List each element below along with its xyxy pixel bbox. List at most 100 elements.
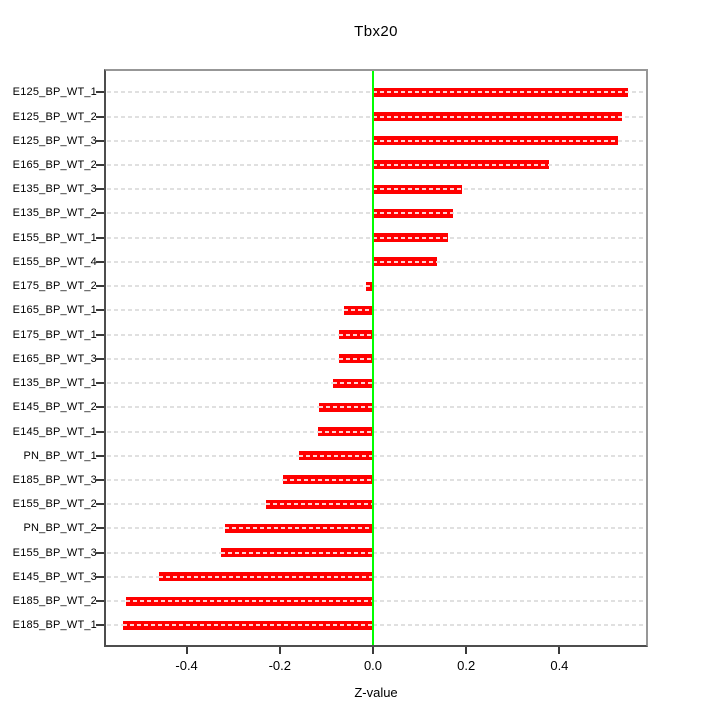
bar-dash-stripe <box>282 478 373 481</box>
bar-E155_BP_WT_2 <box>266 499 373 509</box>
x-tick-label: 0.0 <box>363 658 383 673</box>
plot-area <box>104 69 648 647</box>
bar-E185_BP_WT_3 <box>282 475 373 485</box>
x-tick-mark <box>185 647 188 654</box>
bar-E135_BP_WT_3 <box>373 184 462 194</box>
y-tick-mark <box>96 527 104 530</box>
bar-dash-stripe <box>126 600 373 603</box>
row-guide-line <box>107 575 645 578</box>
zero-reference-line <box>372 71 374 645</box>
bar-dash-stripe <box>318 430 373 433</box>
bar-dash-stripe <box>159 575 373 578</box>
y-tick-mark <box>96 260 104 263</box>
bar-E165_BP_WT_3 <box>338 354 373 364</box>
bar-E155_BP_WT_1 <box>373 233 448 243</box>
row-guide-line <box>107 357 645 360</box>
bar-dash-stripe <box>221 551 373 554</box>
x-tick-label: -0.4 <box>175 658 198 673</box>
bar-E155_BP_WT_3 <box>221 548 373 558</box>
x-tick-mark <box>278 647 281 654</box>
row-guide-line <box>107 454 645 457</box>
y-axis-label: E175_BP_WT_1 <box>12 328 97 341</box>
bar-E165_BP_WT_2 <box>373 160 550 170</box>
y-axis-label: E155_BP_WT_3 <box>12 546 97 559</box>
bar-dash-stripe <box>373 91 629 94</box>
y-tick-mark <box>96 551 104 554</box>
bar-dash-stripe <box>373 212 453 215</box>
bar-E125_BP_WT_2 <box>373 112 623 122</box>
y-axis-label: E185_BP_WT_3 <box>12 473 97 486</box>
row-guide-line <box>107 624 645 627</box>
y-tick-mark <box>96 309 104 312</box>
row-guide-line <box>107 285 645 288</box>
bar-E125_BP_WT_3 <box>373 136 618 146</box>
y-axis-label: PN_BP_WT_2 <box>23 522 97 535</box>
y-tick-mark <box>96 163 104 166</box>
bar-E165_BP_WT_1 <box>344 305 373 315</box>
y-axis-label: E155_BP_WT_4 <box>12 255 97 268</box>
bar-E145_BP_WT_1 <box>318 427 373 437</box>
row-guide-line <box>107 478 645 481</box>
bar-dash-stripe <box>366 285 373 288</box>
bar-E125_BP_WT_1 <box>373 87 629 97</box>
y-tick-mark <box>96 236 104 239</box>
y-axis-label: E185_BP_WT_2 <box>12 595 97 608</box>
bar-dash-stripe <box>318 406 373 409</box>
x-axis-ticks <box>104 646 648 654</box>
bar-E135_BP_WT_1 <box>332 378 373 388</box>
y-axis-label: PN_BP_WT_1 <box>23 449 97 462</box>
y-axis-label: E135_BP_WT_2 <box>12 207 97 220</box>
bar-E175_BP_WT_2 <box>366 281 373 291</box>
bar-dash-stripe <box>298 454 373 457</box>
bar-dash-stripe <box>123 624 373 627</box>
bar-dash-stripe <box>344 309 373 312</box>
x-tick-mark <box>372 647 374 654</box>
bar-E135_BP_WT_2 <box>373 208 453 218</box>
row-guide-line <box>107 600 645 603</box>
x-tick-mark <box>465 647 468 654</box>
y-tick-mark <box>96 454 104 457</box>
x-axis-tick-labels: -0.4 -0.2 0.0 0.2 0.4 <box>104 658 648 674</box>
y-tick-mark <box>96 430 104 433</box>
y-axis-label: E165_BP_WT_3 <box>12 352 97 365</box>
y-axis-ticks <box>96 69 104 647</box>
x-tick-label: 0.2 <box>457 658 476 673</box>
y-tick-mark <box>96 333 104 336</box>
y-axis-label: E135_BP_WT_1 <box>12 377 97 390</box>
y-tick-mark <box>96 624 104 627</box>
y-tick-mark <box>96 503 104 506</box>
y-tick-mark <box>96 115 104 118</box>
y-axis-label: E165_BP_WT_1 <box>12 304 97 317</box>
y-tick-mark <box>96 139 104 142</box>
y-axis-label: E125_BP_WT_1 <box>12 86 97 99</box>
y-tick-mark <box>96 575 104 578</box>
bar-dash-stripe <box>224 527 373 530</box>
y-tick-mark <box>96 406 104 409</box>
x-tick-label: 0.4 <box>550 658 569 673</box>
bar-dash-stripe <box>338 333 373 336</box>
y-tick-mark <box>96 188 104 191</box>
x-axis-title: Z-value <box>354 685 398 700</box>
bar-dash-stripe <box>373 236 448 239</box>
bar-dash-stripe <box>338 357 373 360</box>
row-guide-line <box>107 309 645 312</box>
bar-PN_BP_WT_1 <box>298 451 373 461</box>
y-axis-label: E185_BP_WT_1 <box>12 619 97 632</box>
y-axis-label: E155_BP_WT_1 <box>12 231 97 244</box>
bar-E185_BP_WT_2 <box>126 596 373 606</box>
bar-dash-stripe <box>373 188 462 191</box>
x-tick-label: -0.2 <box>268 658 291 673</box>
y-axis-label: E145_BP_WT_1 <box>12 425 97 438</box>
bar-dash-stripe <box>373 163 550 166</box>
bar-E175_BP_WT_1 <box>338 330 373 340</box>
y-axis-label: E125_BP_WT_2 <box>12 110 97 123</box>
y-axis-label: E165_BP_WT_2 <box>12 158 97 171</box>
y-tick-mark <box>96 285 104 288</box>
y-axis-labels: E125_BP_WT_1 E125_BP_WT_2 E125_BP_WT_3 E165… <box>0 69 97 647</box>
y-tick-mark <box>96 212 104 215</box>
row-guide-line <box>107 406 645 409</box>
y-axis-label: E135_BP_WT_3 <box>12 183 97 196</box>
row-guide-line <box>107 430 645 433</box>
row-guide-line <box>107 503 645 506</box>
